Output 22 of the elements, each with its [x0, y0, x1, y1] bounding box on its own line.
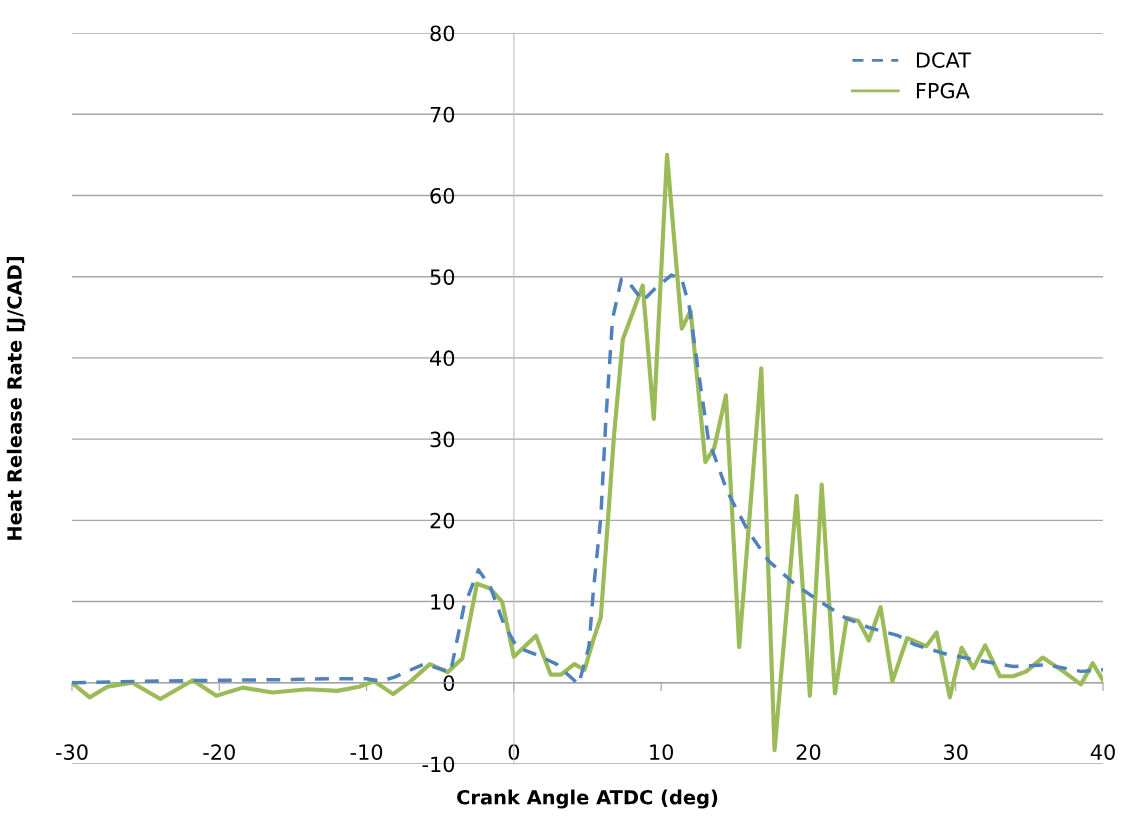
x-tick-label: 10	[650, 744, 674, 760]
y-tick-label: 80	[430, 25, 455, 42]
y-tick-label: 40	[430, 350, 455, 367]
x-tick-label: -10	[350, 744, 383, 760]
x-tick-label: 20	[796, 744, 821, 760]
y-tick-label: -10	[422, 756, 455, 773]
y-tick-label: 70	[430, 106, 455, 123]
x-tick-label: 30	[944, 744, 968, 760]
y-axis-title: Heat Release Rate [J/CAD]	[6, 257, 26, 540]
y-tick-label: 10	[431, 593, 455, 610]
y-tick-label: 30	[430, 431, 455, 448]
x-axis-title: Crank Angle ATDC (deg)	[457, 789, 718, 809]
legend-label: DCAT	[916, 52, 971, 68]
y-tick-label: 50	[430, 269, 455, 285]
x-tick-label: -30	[56, 744, 88, 760]
x-tick-label: -20	[203, 744, 235, 760]
x-tick-label: 0	[508, 744, 520, 760]
legend-label: FPGA	[916, 82, 970, 99]
y-tick-label: 20	[430, 512, 455, 529]
x-tick-label: 40	[1090, 744, 1115, 760]
y-tick-label: 0	[443, 675, 455, 691]
y-tick-label: 60	[430, 187, 455, 204]
